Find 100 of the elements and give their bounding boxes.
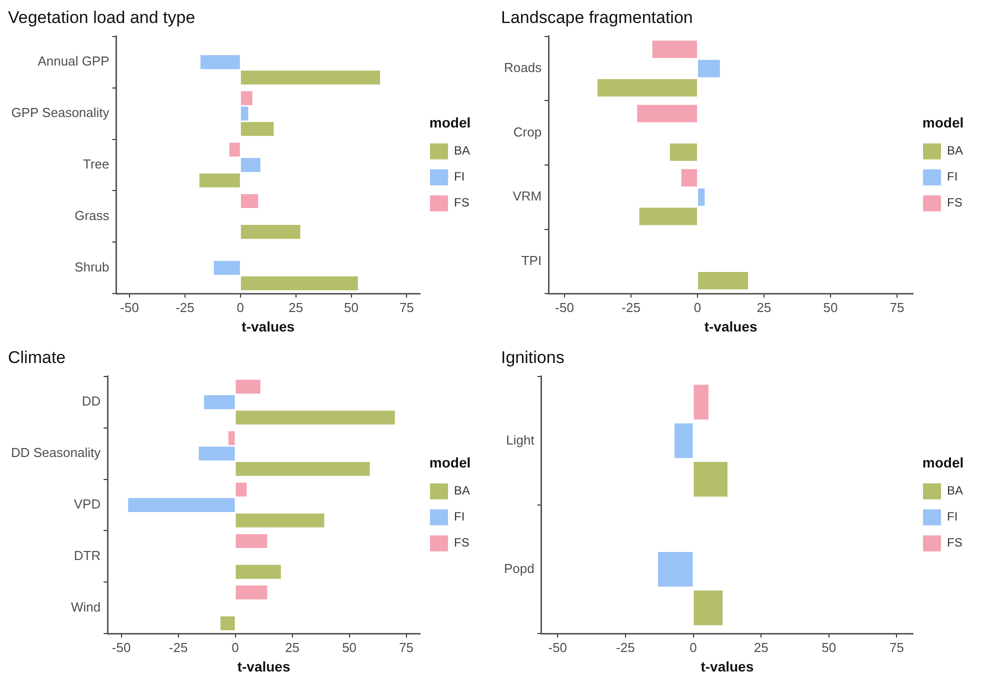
bar — [236, 586, 268, 600]
chart-title: Landscape fragmentation — [501, 8, 693, 27]
x-tick-label: -50 — [120, 300, 139, 315]
x-tick-label: 0 — [694, 300, 702, 315]
y-tick-label: Shrub — [74, 259, 110, 274]
y-tick-label: Annual GPP — [38, 54, 110, 69]
bar — [200, 55, 240, 70]
bar — [694, 384, 708, 420]
x-axis-title: t-values — [704, 318, 758, 334]
bar — [240, 224, 300, 239]
bar — [236, 513, 324, 528]
bar — [637, 104, 698, 122]
x-tick-label: -50 — [112, 640, 131, 655]
legend-label: FS — [454, 196, 470, 210]
bar — [228, 431, 235, 446]
legend-label: FS — [946, 196, 962, 210]
x-tick-label: 50 — [342, 640, 357, 655]
x-axis-title: t-values — [237, 658, 290, 674]
y-tick-label: DD — [82, 394, 101, 409]
legend-title: model — [922, 114, 964, 130]
y-tick-label: DTR — [74, 548, 101, 564]
x-tick-label: -25 — [616, 640, 635, 655]
bar — [236, 482, 247, 497]
y-tick-label: Grass — [74, 208, 110, 224]
x-axis-title: t-values — [700, 658, 754, 674]
bar — [694, 462, 728, 497]
y-tick-label: TPI — [521, 253, 542, 268]
legend-label: BA — [946, 484, 964, 498]
x-tick-label: 0 — [232, 640, 239, 655]
y-tick-label: Crop — [513, 124, 542, 140]
x-tick-label: -25 — [176, 300, 194, 315]
bar — [698, 60, 720, 78]
x-tick-label: -50 — [548, 640, 568, 655]
bar — [652, 40, 698, 58]
y-tick-label: Popd — [504, 560, 534, 576]
legend-label: FS — [946, 536, 962, 550]
y-tick-label: Roads — [504, 60, 542, 76]
bar — [698, 272, 748, 290]
bar — [670, 143, 698, 161]
bar — [681, 169, 698, 187]
chart-title: Climate — [8, 348, 66, 367]
bar — [214, 260, 240, 275]
bar — [240, 276, 358, 290]
bar — [240, 194, 258, 208]
x-tick-label: 25 — [756, 300, 772, 315]
bar — [698, 188, 705, 206]
y-tick-label: Tree — [83, 156, 110, 172]
x-tick-label: -25 — [168, 640, 188, 655]
bar — [674, 423, 693, 458]
bar — [236, 410, 395, 424]
bar — [128, 498, 235, 512]
y-tick-label: Wind — [70, 599, 101, 614]
x-tick-label: 25 — [285, 640, 300, 655]
legend-label: FS — [454, 536, 470, 550]
x-tick-label: 75 — [399, 300, 414, 315]
bar — [240, 106, 248, 121]
chart-title: Vegetation load and type — [8, 8, 196, 27]
y-tick-label: VPD — [74, 496, 101, 512]
legend-title: model — [429, 454, 471, 470]
bar — [204, 395, 235, 410]
chart-title: Ignitions — [501, 348, 564, 367]
y-tick-label: DD Seasonality — [10, 445, 102, 460]
x-tick-label: 0 — [236, 300, 244, 315]
legend-label: FI — [454, 510, 465, 524]
x-tick-label: 50 — [823, 300, 838, 315]
legend-label: FI — [454, 170, 465, 184]
bar — [240, 91, 252, 106]
bar — [236, 534, 268, 548]
y-tick-label: GPP Seasonality — [11, 105, 110, 120]
bar — [694, 590, 723, 626]
bar — [658, 552, 693, 587]
y-tick-label: Light — [506, 432, 535, 448]
x-tick-label: 50 — [344, 300, 358, 315]
bar — [639, 208, 698, 226]
x-tick-label: 50 — [822, 640, 836, 655]
x-tick-label: 75 — [399, 640, 414, 655]
y-tick-label: VRM — [512, 188, 542, 204]
legend-label: BA — [454, 484, 470, 498]
bar — [236, 380, 260, 394]
x-tick-label: 0 — [690, 640, 697, 655]
bar — [229, 142, 240, 157]
legend-label: BA — [946, 144, 964, 158]
x-tick-label: 25 — [288, 300, 304, 315]
bar — [240, 158, 260, 172]
legend-label: FI — [946, 170, 958, 184]
bar — [236, 462, 370, 476]
legend-label: FI — [946, 510, 958, 524]
legend-label: BA — [454, 144, 470, 158]
x-tick-label: 75 — [890, 300, 904, 315]
bar — [198, 446, 235, 461]
x-tick-label: 75 — [889, 640, 904, 655]
bar — [240, 70, 380, 84]
legend-title: model — [922, 454, 964, 470]
bar — [236, 564, 281, 579]
x-tick-label: -25 — [622, 300, 640, 315]
bar — [240, 122, 274, 136]
bar — [220, 616, 235, 630]
legend-title: model — [429, 114, 471, 130]
x-tick-label: -50 — [555, 300, 574, 315]
bar — [199, 173, 240, 188]
